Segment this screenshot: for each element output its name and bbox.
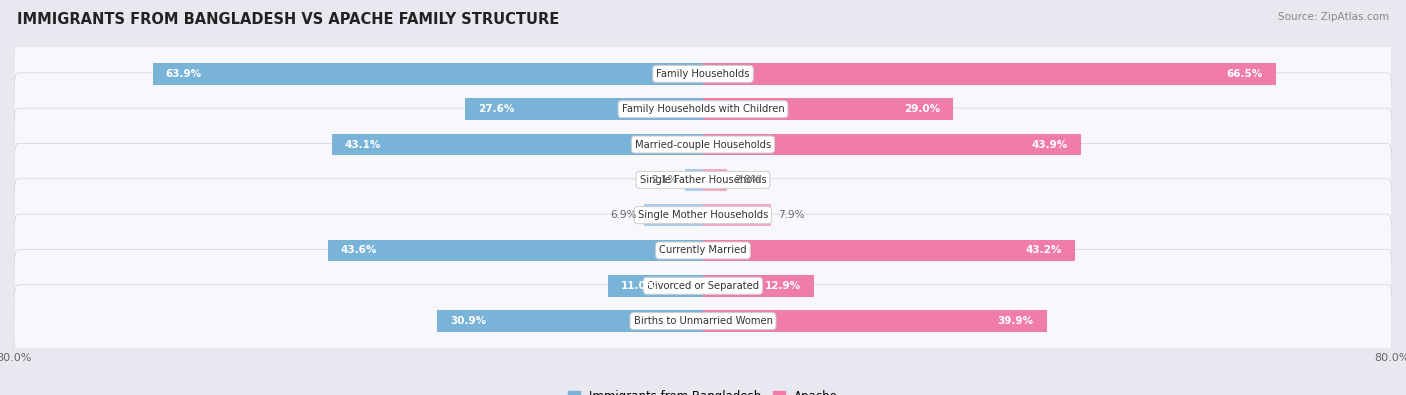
Text: 2.1%: 2.1% (651, 175, 678, 185)
Text: 43.2%: 43.2% (1026, 245, 1062, 256)
FancyBboxPatch shape (14, 179, 1392, 252)
FancyBboxPatch shape (14, 285, 1392, 357)
Text: Single Father Households: Single Father Households (640, 175, 766, 185)
Bar (685, 169, 703, 191)
Bar (703, 169, 727, 191)
Bar (703, 98, 953, 120)
Text: 43.9%: 43.9% (1032, 139, 1069, 150)
Text: 2.8%: 2.8% (734, 175, 761, 185)
Bar (703, 239, 1076, 261)
FancyBboxPatch shape (14, 249, 1392, 322)
Text: Single Mother Households: Single Mother Households (638, 210, 768, 220)
Text: 12.9%: 12.9% (765, 281, 801, 291)
FancyBboxPatch shape (14, 108, 1392, 181)
Bar (332, 134, 703, 156)
Bar (703, 204, 770, 226)
Text: Source: ZipAtlas.com: Source: ZipAtlas.com (1278, 12, 1389, 22)
Text: 7.9%: 7.9% (778, 210, 804, 220)
Text: 39.9%: 39.9% (998, 316, 1033, 326)
Bar (644, 204, 703, 226)
Text: 29.0%: 29.0% (904, 104, 939, 114)
Text: Currently Married: Currently Married (659, 245, 747, 256)
Text: 30.9%: 30.9% (450, 316, 486, 326)
Bar (153, 63, 703, 85)
Legend: Immigrants from Bangladesh, Apache: Immigrants from Bangladesh, Apache (562, 385, 844, 395)
Bar (703, 63, 1275, 85)
Bar (703, 310, 1046, 332)
Text: 43.1%: 43.1% (344, 139, 381, 150)
Text: IMMIGRANTS FROM BANGLADESH VS APACHE FAMILY STRUCTURE: IMMIGRANTS FROM BANGLADESH VS APACHE FAM… (17, 12, 560, 27)
Text: 63.9%: 63.9% (166, 69, 201, 79)
Text: Births to Unmarried Women: Births to Unmarried Women (634, 316, 772, 326)
FancyBboxPatch shape (14, 73, 1392, 146)
Text: Family Households: Family Households (657, 69, 749, 79)
Text: 27.6%: 27.6% (478, 104, 515, 114)
Text: 66.5%: 66.5% (1226, 69, 1263, 79)
Bar (465, 98, 703, 120)
Text: 11.0%: 11.0% (621, 281, 658, 291)
Bar (609, 275, 703, 297)
FancyBboxPatch shape (14, 38, 1392, 110)
FancyBboxPatch shape (14, 143, 1392, 216)
Text: 43.6%: 43.6% (340, 245, 377, 256)
Bar (437, 310, 703, 332)
Bar (703, 275, 814, 297)
Text: Divorced or Separated: Divorced or Separated (647, 281, 759, 291)
Bar (328, 239, 703, 261)
Text: 6.9%: 6.9% (610, 210, 637, 220)
Text: Family Households with Children: Family Households with Children (621, 104, 785, 114)
FancyBboxPatch shape (14, 214, 1392, 287)
Bar (703, 134, 1081, 156)
Text: Married-couple Households: Married-couple Households (636, 139, 770, 150)
